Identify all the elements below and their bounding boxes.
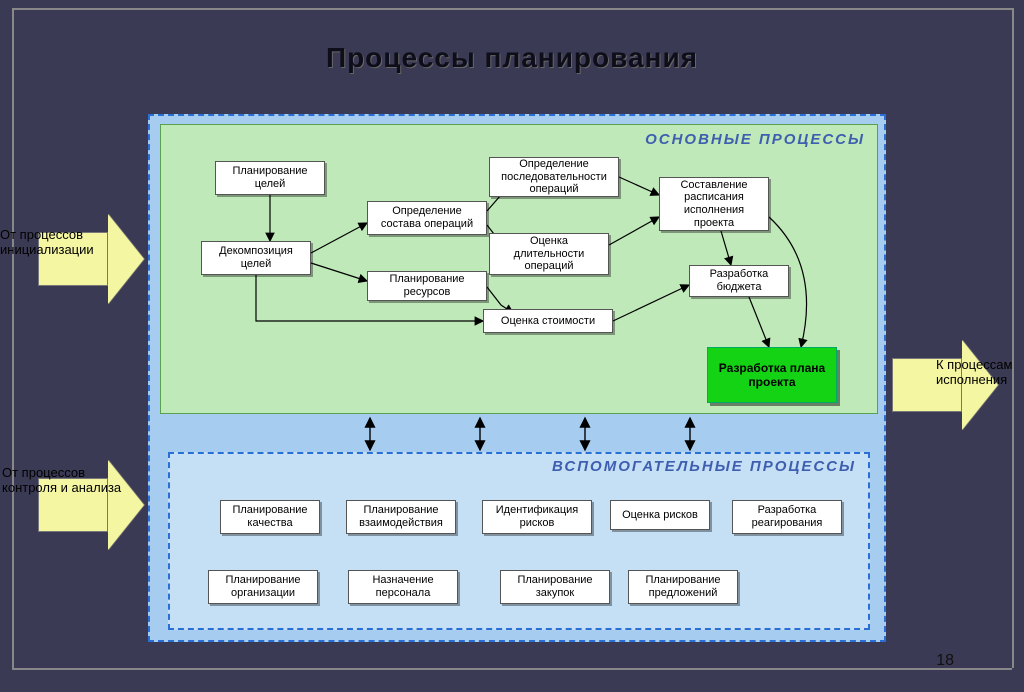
node-schedule: Составление расписания исполнения проект… [659, 177, 769, 231]
node-resource-planning: Планирование ресурсов [367, 271, 487, 301]
node-procurement-planning: Планирование закупок [500, 570, 610, 604]
node-cost-estimate: Оценка стоимости [483, 309, 613, 333]
frame-top [12, 8, 1012, 10]
arrow-input-control-label: От процессов контроля и анализа [2, 466, 122, 496]
node-proposal-planning: Планирование предложений [628, 570, 738, 604]
node-operations-composition: Определение состава операций [367, 201, 487, 235]
node-project-plan: Разработка плана проекта [707, 347, 837, 403]
node-org-planning: Планирование организации [208, 570, 318, 604]
node-risk-identification: Идентификация рисков [482, 500, 592, 534]
panel-main-processes-title: ОСНОВНЫЕ ПРОЦЕССЫ [645, 131, 865, 148]
node-staff-assignment: Назначение персонала [348, 570, 458, 604]
frame-right [1012, 8, 1014, 668]
node-planning-goals: Планирование целей [215, 161, 325, 195]
panel-support-processes-title: ВСПОМОГАТЕЛЬНЫЕ ПРОЦЕССЫ [552, 458, 856, 475]
arrow-output-execution-label: К процессам исполнения [936, 358, 1024, 388]
frame-bottom [12, 668, 1012, 670]
panel-support-processes: ВСПОМОГАТЕЛЬНЫЕ ПРОЦЕССЫ Планирование ка… [168, 452, 870, 630]
node-duration-estimate: Оценка длительности операций [489, 233, 609, 275]
page-number: 18 [936, 652, 954, 670]
node-budget: Разработка бюджета [689, 265, 789, 297]
node-interaction-planning: Планирование взаимодействия [346, 500, 456, 534]
node-quality-planning: Планирование качества [220, 500, 320, 534]
node-decomposition-goals: Декомпозиция целей [201, 241, 311, 275]
node-risk-assessment: Оценка рисков [610, 500, 710, 530]
page-title: Процессы планирования [0, 42, 1024, 74]
node-response-development: Разработка реагирования [732, 500, 842, 534]
arrow-input-initialization-label: От процессов инициализации [0, 228, 120, 258]
processes-container: ОСНОВНЫЕ ПРОЦЕССЫ [148, 114, 886, 642]
node-operations-sequence: Определение последовательности операций [489, 157, 619, 197]
frame-left [12, 8, 14, 668]
panel-main-processes: ОСНОВНЫЕ ПРОЦЕССЫ [160, 124, 878, 414]
